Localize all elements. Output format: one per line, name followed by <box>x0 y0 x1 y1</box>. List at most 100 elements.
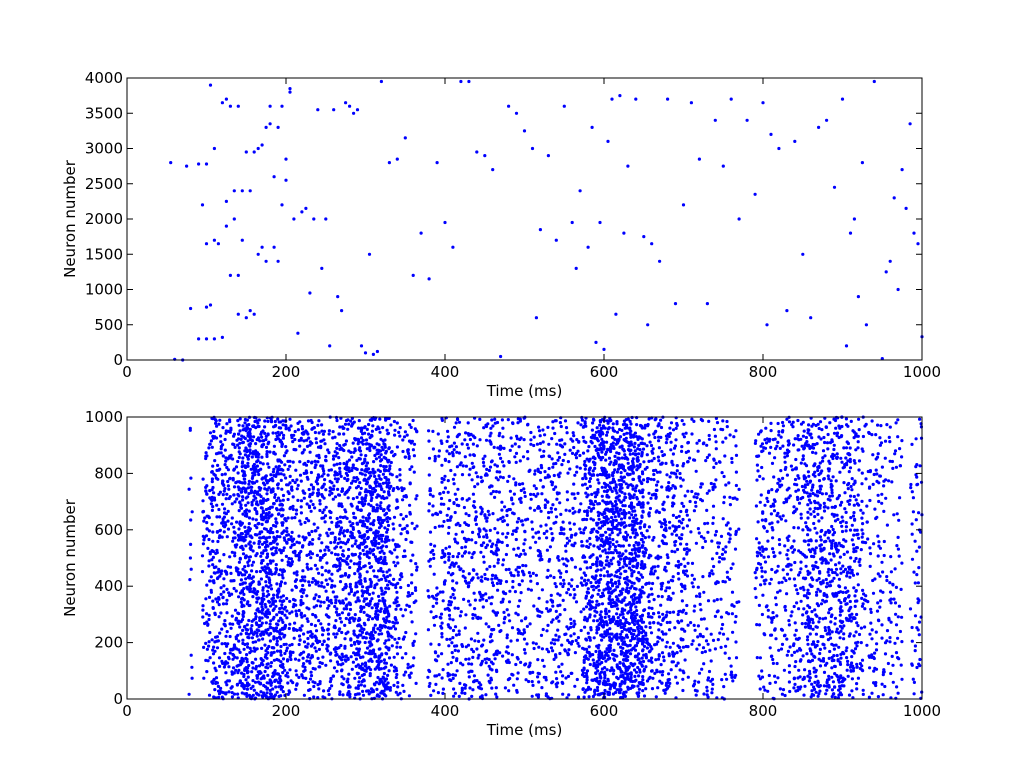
spike-point <box>585 619 589 623</box>
spike-point <box>283 605 287 609</box>
spike-point <box>334 619 338 623</box>
spike-point <box>288 650 292 654</box>
spike-point <box>384 586 388 590</box>
spike-point <box>477 639 481 644</box>
spike-point <box>465 498 469 502</box>
spike-point <box>230 695 234 699</box>
spike-point <box>266 627 270 632</box>
spike-point <box>379 464 383 468</box>
spike-point <box>460 497 464 501</box>
spike-point <box>253 649 257 653</box>
spike-point <box>300 431 304 435</box>
spike-point <box>467 581 471 585</box>
spike-point <box>280 203 284 207</box>
spike-point <box>331 531 335 535</box>
spike-point <box>592 418 596 422</box>
spike-point <box>489 602 493 606</box>
spike-point <box>237 450 241 454</box>
spike-point <box>362 565 366 569</box>
spike-point <box>252 541 256 545</box>
spike-point <box>434 511 438 515</box>
spike-point <box>374 602 378 606</box>
spike-point <box>508 507 512 512</box>
spike-point <box>538 434 542 438</box>
spike-point <box>584 605 589 609</box>
spike-point <box>387 656 392 660</box>
spike-point <box>398 473 402 477</box>
spike-point <box>358 446 362 450</box>
spike-point <box>381 448 385 452</box>
spike-point <box>388 688 392 692</box>
spike-point <box>368 599 373 603</box>
spike-point <box>323 514 328 518</box>
spike-point <box>530 694 534 698</box>
spike-point <box>335 607 339 611</box>
spike-point <box>571 431 575 435</box>
spike-point <box>545 548 550 552</box>
spike-point <box>534 486 538 491</box>
spike-point <box>282 599 286 603</box>
spike-point <box>299 505 303 509</box>
spike-point <box>292 217 296 221</box>
spike-point <box>217 507 221 512</box>
spike-point <box>904 206 908 210</box>
spike-point <box>451 579 455 583</box>
spike-point <box>302 439 306 443</box>
spike-point <box>261 663 265 667</box>
spike-point <box>204 454 208 458</box>
spike-point <box>205 612 209 616</box>
spike-point <box>297 642 301 647</box>
spike-point <box>308 495 312 499</box>
spike-point <box>216 477 220 481</box>
spike-point <box>510 421 515 425</box>
spike-point <box>509 639 513 643</box>
spike-point <box>358 575 362 579</box>
spike-point <box>357 623 361 627</box>
spike-point <box>504 552 508 557</box>
spike-point <box>254 615 258 619</box>
spike-point <box>538 552 543 556</box>
spike-point <box>586 587 590 591</box>
spike-point <box>303 491 307 495</box>
spike-point <box>209 439 213 443</box>
spike-point <box>540 647 545 651</box>
spike-point <box>537 672 542 676</box>
spike-point <box>323 442 327 446</box>
spike-point <box>468 453 472 457</box>
spike-point <box>247 454 251 458</box>
spike-point <box>564 549 568 553</box>
spike-point <box>583 579 587 583</box>
spike-point <box>286 467 290 471</box>
spike-point <box>565 490 569 494</box>
spike-point <box>565 498 570 502</box>
spike-point <box>537 645 541 649</box>
spike-point <box>280 523 285 527</box>
spike-point <box>447 552 452 556</box>
spike-point <box>233 608 238 612</box>
spike-point <box>535 693 539 697</box>
spike-point <box>284 178 288 182</box>
spike-point <box>251 560 256 564</box>
spike-point <box>288 611 292 615</box>
spike-point <box>379 586 383 590</box>
spike-point <box>543 505 547 510</box>
spike-point <box>351 463 355 467</box>
spike-point <box>573 651 578 655</box>
spike-point <box>333 538 337 542</box>
spike-point <box>241 424 245 428</box>
spike-point <box>358 481 362 485</box>
spike-point <box>372 490 376 494</box>
spike-point <box>408 467 412 471</box>
spike-point <box>225 422 229 426</box>
spike-point <box>385 535 390 539</box>
spike-point <box>224 671 228 675</box>
spike-point <box>308 291 312 295</box>
spike-point <box>349 655 353 659</box>
spike-point <box>360 468 364 472</box>
spike-point <box>317 537 321 541</box>
spike-point <box>445 449 449 453</box>
spike-point <box>506 479 510 483</box>
spike-point <box>406 594 410 598</box>
spike-point <box>320 661 324 666</box>
spike-point <box>246 431 250 435</box>
